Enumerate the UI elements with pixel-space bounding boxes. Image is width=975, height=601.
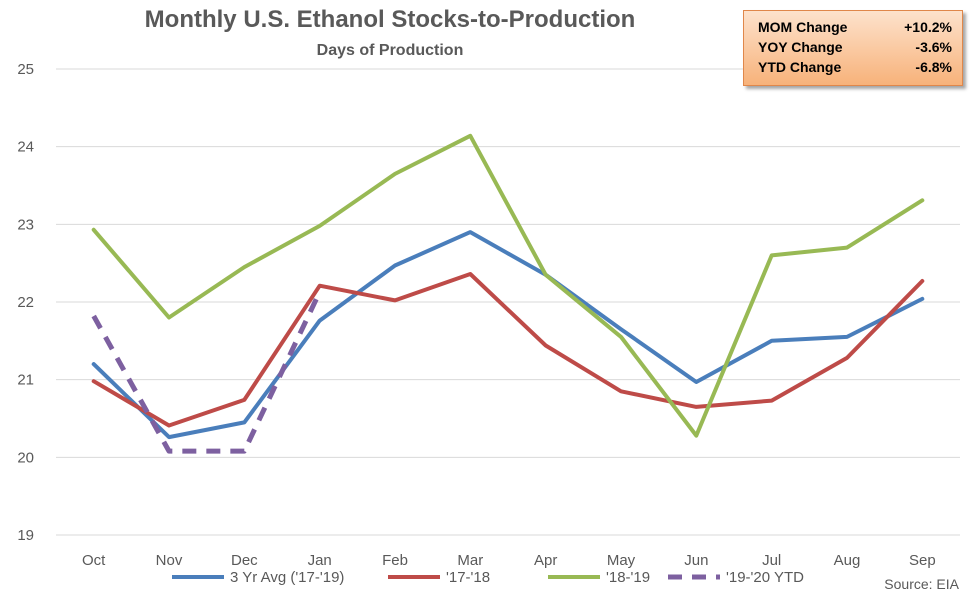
stat-label: YTD Change [758, 59, 842, 75]
series-line [91, 272, 925, 428]
stat-label: MOM Change [758, 19, 848, 35]
stat-row-yoy: YOY Change -3.6% [758, 37, 952, 57]
x-tick-label: Aug [834, 552, 861, 569]
x-tick-label: Jul [762, 552, 781, 569]
stat-value: -3.6% [915, 39, 952, 55]
x-tick-label: Feb [382, 552, 408, 569]
stats-box: MOM Change +10.2% YOY Change -3.6% YTD C… [743, 10, 963, 86]
source-note: Source: EIA [884, 576, 959, 592]
stat-value: +10.2% [904, 19, 952, 35]
legend-label: '17-'18 [446, 569, 490, 586]
chart-subtitle: Days of Production [316, 42, 464, 59]
x-tick-label: Jan [308, 552, 332, 569]
x-tick-label: Oct [82, 552, 106, 569]
stat-row-ytd: YTD Change -6.8% [758, 57, 952, 77]
x-tick-label: Mar [457, 552, 483, 569]
series-line [91, 290, 322, 454]
y-tick-label: 21 [17, 372, 34, 389]
y-tick-label: 20 [17, 449, 34, 466]
x-tick-label: Dec [231, 552, 258, 569]
y-tick-label: 25 [17, 61, 34, 78]
x-tick-label: Apr [534, 552, 557, 569]
legend-label: '18-'19 [606, 569, 650, 586]
series-line [91, 133, 925, 438]
x-tick-label: Sep [909, 552, 936, 569]
x-tick-label: May [607, 552, 636, 569]
chart-title: Monthly U.S. Ethanol Stocks-to-Productio… [144, 6, 636, 33]
stat-label: YOY Change [758, 39, 843, 55]
y-tick-label: 19 [17, 527, 34, 544]
series-line [91, 230, 925, 440]
y-tick-label: 24 [17, 139, 34, 156]
x-tick-label: Nov [156, 552, 183, 569]
legend-label: 3 Yr Avg ('17-'19) [230, 569, 344, 586]
x-tick-label: Jun [684, 552, 708, 569]
y-tick-label: 23 [17, 216, 34, 233]
y-tick-label: 22 [17, 294, 34, 311]
legend-label: '19-'20 YTD [726, 569, 804, 586]
stat-value: -6.8% [915, 59, 952, 75]
stat-row-mom: MOM Change +10.2% [758, 17, 952, 37]
